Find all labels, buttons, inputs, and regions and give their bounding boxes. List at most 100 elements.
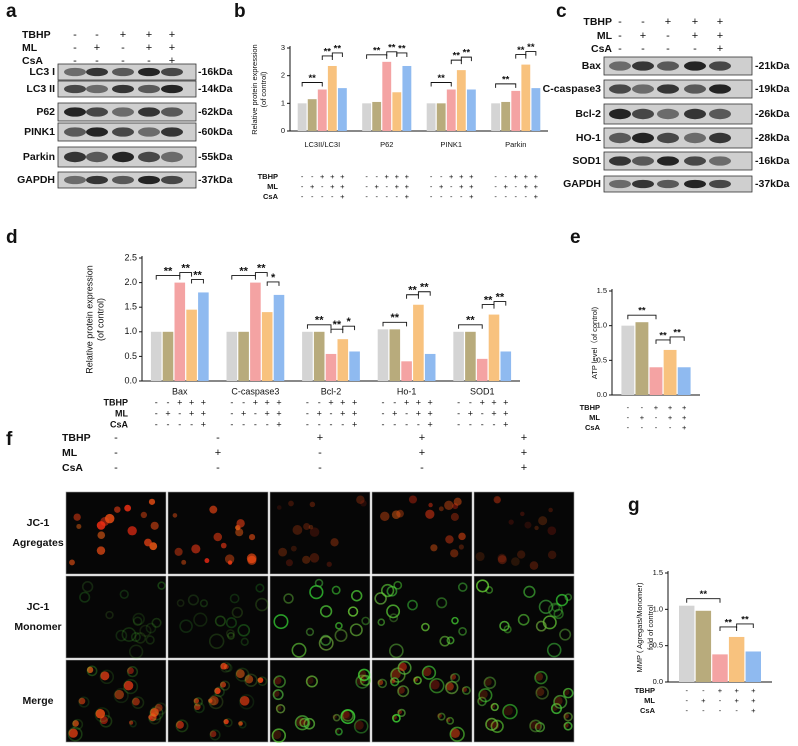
- condition-sign: +: [146, 29, 152, 41]
- blot-band: [86, 127, 108, 137]
- treatment-sign: -: [230, 419, 233, 429]
- treatment-sign: +: [469, 192, 474, 201]
- significance-bracket: [301, 82, 323, 87]
- bar: [313, 331, 325, 381]
- treatment-sign: +: [654, 403, 659, 412]
- treatment-sign: -: [301, 192, 304, 201]
- cell: [450, 673, 457, 680]
- treatment-sign: -: [242, 419, 245, 429]
- condition-sign: -: [641, 43, 645, 55]
- x-tick-label: Parkin: [505, 140, 526, 149]
- treatment-sign: -: [230, 397, 233, 407]
- condition-sign: +: [146, 42, 152, 54]
- significance-label: **: [164, 266, 173, 278]
- cell: [361, 616, 370, 626]
- significance-bracket: [481, 304, 495, 309]
- cell: [446, 716, 455, 725]
- treatment-sign: -: [735, 706, 738, 715]
- significance-label: **: [517, 45, 525, 56]
- condition-sign: -: [216, 462, 220, 474]
- significance-bracket: [495, 83, 517, 88]
- treatment-sign: +: [480, 397, 485, 407]
- bar: [649, 367, 663, 395]
- blot-band: [632, 108, 654, 120]
- treatment-sign: +: [468, 408, 473, 418]
- bar: [501, 101, 511, 131]
- cell: [494, 496, 501, 504]
- cell: [508, 519, 514, 525]
- cell: [224, 554, 235, 564]
- treatment-sign: -: [321, 192, 324, 201]
- treatment-sign: -: [405, 408, 408, 418]
- cell: [248, 534, 256, 541]
- blot-band: [64, 151, 86, 163]
- treatment-sign: -: [655, 423, 658, 432]
- blot-band: [709, 156, 731, 166]
- condition-name: ML: [22, 42, 38, 54]
- cell: [422, 667, 432, 677]
- y-axis-label: ATP level（of control): [590, 306, 599, 379]
- blot-band: [609, 61, 631, 71]
- bar: [273, 294, 285, 381]
- cell: [151, 617, 162, 628]
- treatment-sign: +: [241, 408, 246, 418]
- treatment-sign: +: [514, 172, 519, 181]
- treatment-sign: -: [525, 192, 528, 201]
- treatment-sign: +: [751, 686, 756, 695]
- treatment-sign: -: [306, 419, 309, 429]
- x-tick-label: PINK1: [440, 140, 462, 149]
- treatment-sign: -: [375, 172, 378, 181]
- micrograph: [473, 491, 575, 575]
- cell: [96, 546, 106, 555]
- treatment-sign: -: [167, 419, 170, 429]
- treatment-sign: -: [515, 192, 518, 201]
- blot-band: [161, 107, 183, 117]
- cell: [235, 667, 250, 682]
- blot-band: [64, 107, 86, 117]
- cell: [429, 677, 445, 694]
- cell: [483, 677, 492, 686]
- treatment-name: CsA: [640, 706, 656, 715]
- treatment-sign: +: [340, 182, 345, 191]
- blot-band: [709, 132, 731, 144]
- cell: [425, 509, 435, 519]
- bar: [389, 329, 401, 381]
- treatment-sign: +: [503, 419, 508, 429]
- treatment-sign: +: [392, 408, 397, 418]
- significance-label: **: [334, 43, 342, 54]
- cell: [458, 544, 464, 550]
- cell: [450, 512, 459, 521]
- cell: [536, 687, 545, 697]
- significance-bracket: [719, 626, 738, 631]
- treatment-sign: -: [627, 413, 630, 422]
- cell: [220, 681, 227, 688]
- cell: [529, 561, 539, 570]
- bar: [677, 367, 691, 395]
- cell: [445, 682, 454, 691]
- treatment-sign: -: [504, 172, 507, 181]
- cell: [68, 728, 78, 738]
- cell: [389, 643, 404, 659]
- treatment-sign: +: [405, 172, 410, 181]
- cell: [283, 593, 294, 604]
- cell: [446, 636, 455, 645]
- bar: [307, 99, 317, 131]
- treatment-sign: +: [428, 397, 433, 407]
- cell: [563, 721, 573, 731]
- cell: [145, 622, 157, 634]
- blot-band: [709, 108, 731, 120]
- cell: [134, 632, 147, 644]
- condition-sign: -: [114, 462, 118, 474]
- x-tick-label: SOD1: [470, 386, 495, 396]
- y-tick-label: 0.5: [653, 641, 663, 650]
- cell: [386, 604, 401, 619]
- bar: [382, 61, 392, 132]
- treatment-sign: -: [393, 419, 396, 429]
- treatment-sign: -: [306, 397, 309, 407]
- cell: [69, 559, 75, 566]
- significance-bracket: [669, 336, 685, 341]
- treatment-sign: -: [242, 397, 245, 407]
- treatment-sign: +: [276, 419, 281, 429]
- significance-bracket: [655, 339, 671, 344]
- cell: [520, 511, 525, 517]
